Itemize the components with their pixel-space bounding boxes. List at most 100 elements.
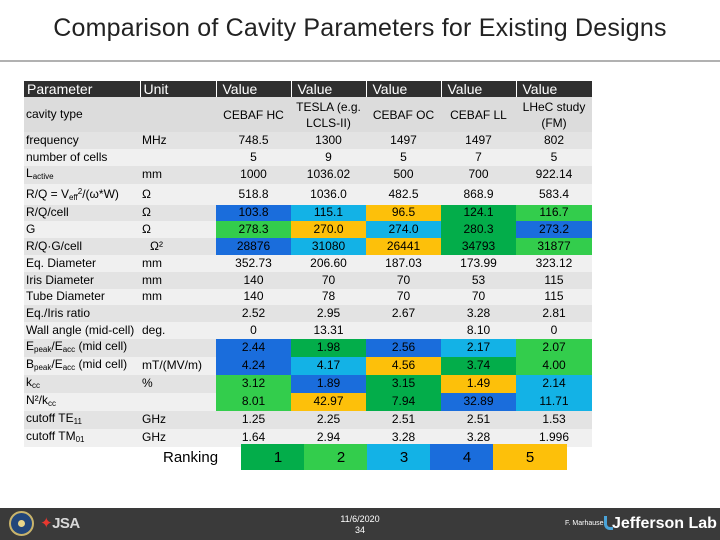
table-cell: 31080 xyxy=(291,238,366,255)
table-row: Wall angle (mid-cell) deg. 0 13.31 8.10 0 xyxy=(24,322,592,339)
table-cell: 4.00 xyxy=(516,356,592,375)
rank-swatch-4: 4 xyxy=(430,444,504,470)
table-cell: 9 xyxy=(291,148,366,166)
table-row: Bpeak/Eacc (mid cell) mT/(MV/m) 4.24 4.17 4.… xyxy=(24,356,592,375)
header-value: Value xyxy=(216,81,292,97)
table-cell: 482.5 xyxy=(366,183,441,205)
parameter-name: R/Q/cell xyxy=(24,204,140,222)
header-value: Value xyxy=(516,81,593,97)
header-value: Value xyxy=(366,81,442,97)
parameter-unit: mm xyxy=(140,254,216,272)
table-cell: 1.996 xyxy=(516,428,592,447)
parameter-unit xyxy=(140,148,216,166)
table-cell: 3.15 xyxy=(366,374,441,393)
table-cell: 124.1 xyxy=(441,204,516,222)
table-cell: 2.51 xyxy=(441,410,516,429)
table-cell: 187.03 xyxy=(366,254,441,272)
table-cell: 802 xyxy=(516,132,592,149)
table-row: N²/kcc 8.01 42.97 7.94 32.89 11.71 xyxy=(24,392,592,411)
table-cell: 0 xyxy=(516,322,592,339)
table-cell: 3.28 xyxy=(441,305,516,323)
table-row: Tube Diameter mm 140 78 70 70 115 xyxy=(24,288,592,306)
header-unit: Unit xyxy=(140,81,217,97)
table-cell: 115 xyxy=(516,288,592,306)
parameter-name: Epeak/Eacc (mid cell) xyxy=(24,338,140,357)
table-row: G Ω 278.3 270.0 274.0 280.3 273.2 xyxy=(24,221,592,239)
table-cell: 2.17 xyxy=(441,338,516,357)
parameter-name: cutoff TM01 xyxy=(24,428,140,447)
table-cell: 31877 xyxy=(516,238,592,255)
parameter-name: Eq. Diameter xyxy=(24,254,140,272)
table-cell: 103.8 xyxy=(216,204,291,222)
table-cell: 2.51 xyxy=(366,410,441,429)
table-cell: 1036.02 xyxy=(291,165,366,184)
table-cell: 922.14 xyxy=(516,165,592,184)
parameter-unit: mm xyxy=(140,288,216,306)
table-cell: 34793 xyxy=(441,238,516,255)
table-cell: 96.5 xyxy=(366,204,441,222)
table-cell: 2.52 xyxy=(216,305,291,323)
table-cell: 352.73 xyxy=(216,254,291,272)
table-cell: 116.7 xyxy=(516,204,592,222)
rank-swatch-1: 1 xyxy=(241,444,315,470)
design-name: CEBAF HC xyxy=(216,97,291,132)
table-cell: 115.1 xyxy=(291,204,366,222)
footer-author: F. Marhauser xyxy=(565,520,606,527)
table-cell: 500 xyxy=(366,165,441,184)
table-cell: 3.12 xyxy=(216,374,291,393)
jsa-logo-text: JSA xyxy=(52,515,80,532)
table-cell: 270.0 xyxy=(291,221,366,239)
table-cell: 26441 xyxy=(366,238,441,255)
table-cell: 748.5 xyxy=(216,132,291,149)
parameter-unit: Ω² xyxy=(140,238,216,255)
table-cell: 2.25 xyxy=(291,410,366,429)
table-cell: 273.2 xyxy=(516,221,592,239)
parameter-name: R/Q = Veff2/(ω*W) xyxy=(24,183,140,205)
table-cell: 2.07 xyxy=(516,338,592,357)
table-cell: 2.44 xyxy=(216,338,291,357)
parameter-name: Eq./Iris ratio xyxy=(24,305,140,323)
parameter-name: Bpeak/Eacc (mid cell) xyxy=(24,356,140,375)
jefferson-lab-mark-icon xyxy=(604,516,613,530)
table-cell: 2.81 xyxy=(516,305,592,323)
cavity-type-row: cavity type CEBAF HC TESLA (e.g. LCLS-II… xyxy=(24,97,592,132)
table-cell: 42.97 xyxy=(291,392,366,411)
table-cell: 2.94 xyxy=(291,428,366,447)
table-cell: 2.14 xyxy=(516,374,592,393)
footer-page-number: 34 xyxy=(354,525,365,535)
table-cell: 278.3 xyxy=(216,221,291,239)
parameter-unit: mT/(MV/m) xyxy=(140,356,216,375)
parameter-unit: MHz xyxy=(140,132,216,149)
parameter-name: frequency xyxy=(24,132,140,149)
table-cell: 2.56 xyxy=(366,338,441,357)
rank-swatch-5: 5 xyxy=(493,444,567,470)
table-row: Epeak/Eacc (mid cell) 2.44 1.98 2.56 2.17 2.0… xyxy=(24,338,592,357)
table-row: R/Q = Veff2/(ω*W) Ω 518.8 1036.0 482.5 868.9 5… xyxy=(24,183,592,205)
table-cell: 140 xyxy=(216,271,291,289)
parameter-name: Iris Diameter xyxy=(24,271,140,289)
design-name: CEBAF LL xyxy=(441,97,516,132)
table-row: Lactive mm 1000 1036.02 500 700 922.14 xyxy=(24,165,592,184)
table-cell: 1.53 xyxy=(516,410,592,429)
parameter-name: G xyxy=(24,221,140,239)
cavity-parameters-table: Parameter Unit Value Value Value Value V… xyxy=(24,81,593,447)
table-row: Eq./Iris ratio 2.52 2.95 2.67 3.28 2.81 xyxy=(24,305,592,323)
table-cell: 13.31 xyxy=(291,322,366,339)
table-cell: 70 xyxy=(291,271,366,289)
parameter-name: Tube Diameter xyxy=(24,288,140,306)
table-cell: 78 xyxy=(291,288,366,306)
table-row: kcc% 3.12 1.89 3.15 1.49 2.14 xyxy=(24,374,592,393)
parameter-name: Lactive xyxy=(24,165,140,184)
table-cell: 1.64 xyxy=(216,428,291,447)
parameter-unit xyxy=(140,305,216,323)
header-parameter: Parameter xyxy=(24,81,141,97)
table-cell: 1.49 xyxy=(441,374,516,393)
table-cell: 3.28 xyxy=(441,428,516,447)
footer-date: 11/6/2020 xyxy=(340,514,380,524)
table-cell: 1.89 xyxy=(291,374,366,393)
footer-date-page: 11/6/2020 34 xyxy=(300,514,420,536)
table-cell: 518.8 xyxy=(216,183,291,205)
table-cell: 280.3 xyxy=(441,221,516,239)
parameter-unit xyxy=(140,392,216,411)
parameter-name: N²/kcc xyxy=(24,392,140,411)
